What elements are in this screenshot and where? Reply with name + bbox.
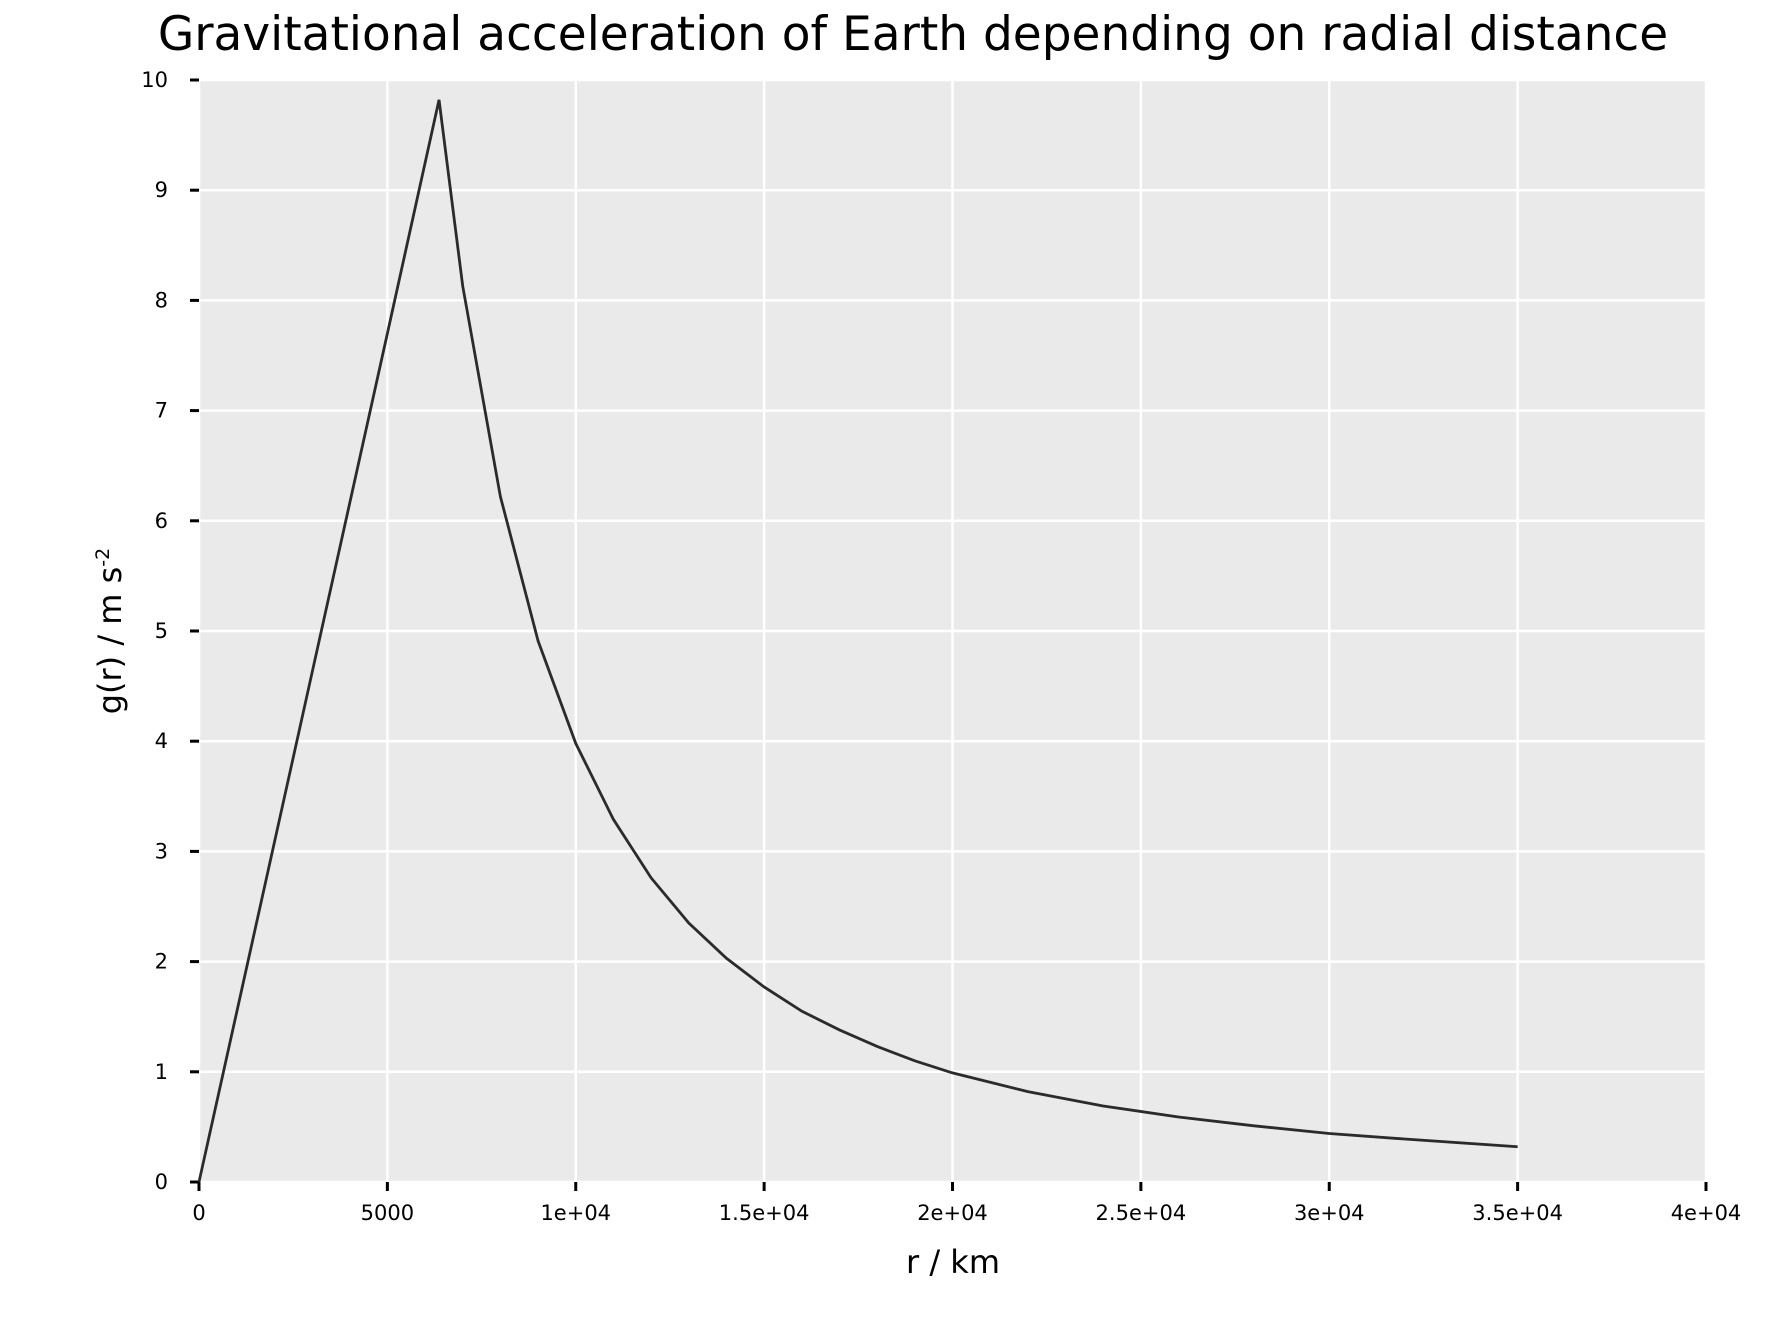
y-tick-label: 9 xyxy=(155,178,168,202)
y-tick-label: 3 xyxy=(155,839,168,863)
x-tick-label: 0 xyxy=(192,1201,205,1225)
y-axis-ticks: 0 1 2 3 4 5 6 7 8 9 10 xyxy=(141,68,199,1194)
x-tick-label: 2.5e+04 xyxy=(1096,1201,1187,1225)
y-tick-label: 2 xyxy=(155,950,168,974)
y-tick-label: 4 xyxy=(155,729,168,753)
y-axis-label: g(r) / m s-2 xyxy=(91,548,129,715)
x-tick-label: 3e+04 xyxy=(1294,1201,1365,1225)
y-axis-label-main: g(r) / m s xyxy=(91,567,129,715)
g-of-r-line xyxy=(197,99,1518,1183)
x-tick-label: 1.5e+04 xyxy=(719,1201,810,1225)
y-tick-label: 7 xyxy=(155,399,168,423)
chart-title: Gravitational acceleration of Earth depe… xyxy=(158,7,1668,62)
y-tick-label: 6 xyxy=(155,509,168,533)
y-tick-label: 10 xyxy=(141,68,168,92)
x-tick-label: 4e+04 xyxy=(1671,1201,1742,1225)
x-tick-label: 3.5e+04 xyxy=(1472,1201,1563,1225)
x-axis-label: r / km xyxy=(906,1243,1000,1281)
x-tick-label: 5000 xyxy=(361,1201,414,1225)
y-tick-label: 0 xyxy=(155,1170,168,1194)
y-axis-label-superscript: -2 xyxy=(92,548,114,567)
x-tick-label: 2e+04 xyxy=(917,1201,988,1225)
y-tick-label: 1 xyxy=(155,1060,168,1084)
y-tick-label: 5 xyxy=(155,619,168,643)
x-tick-label: 1e+04 xyxy=(540,1201,611,1225)
x-axis-ticks: 0 5000 1e+04 1.5e+04 2e+04 2.5e+04 3e+04 3.5e+0… xyxy=(192,1182,1741,1225)
y-tick-label: 8 xyxy=(155,288,168,312)
